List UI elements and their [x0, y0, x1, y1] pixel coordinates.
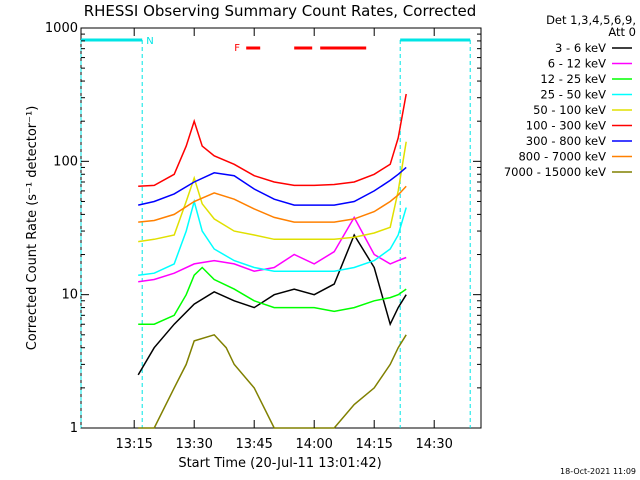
- x-tick-label: 13:30: [175, 437, 212, 452]
- plot-frame: [80, 27, 482, 429]
- legend-label: 50 - 100 keV: [533, 103, 606, 117]
- series-line: [138, 333, 407, 429]
- legend-item: 300 - 800 keV: [526, 134, 632, 148]
- x-tick-label: 14:15: [355, 437, 392, 452]
- y-tick-label: 10: [61, 288, 78, 303]
- x-tick-label: 13:45: [235, 437, 272, 452]
- x-tick-label: 14:00: [295, 437, 332, 452]
- series-line: [138, 166, 407, 206]
- night-label: N: [146, 36, 153, 47]
- plot-area: [80, 27, 482, 429]
- legend-item: 6 - 12 keV: [548, 57, 632, 71]
- chart-title: RHESSI Observing Summary Count Rates, Co…: [84, 2, 477, 20]
- y-tick-label: 1: [70, 421, 78, 436]
- series-line: [138, 215, 407, 283]
- legend-item: 3 - 6 keV: [555, 41, 632, 55]
- legend-label: 12 - 25 keV: [540, 72, 606, 86]
- legend-header: Det 1,3,4,5,6,9,: [546, 13, 636, 27]
- series-line: [138, 93, 407, 188]
- axis-ticks: 13:15 13:30 13:45 14:00 14:15 14:30 1 10 100 1000: [45, 21, 481, 452]
- legend-label: 100 - 300 keV: [526, 119, 606, 133]
- timestamp-label: 18-Oct-2021 11:09: [560, 467, 636, 476]
- x-tick-label: 14:30: [415, 437, 452, 452]
- series-line: [138, 198, 407, 276]
- night-interval: [399, 38, 471, 428]
- flare-indicators: F: [234, 43, 367, 54]
- legend-item: 25 - 50 keV: [540, 88, 632, 102]
- legend-item: 7000 - 15000 keV: [504, 165, 632, 179]
- legend-label: 3 - 6 keV: [555, 41, 606, 55]
- x-tick-label: 13:15: [115, 437, 152, 452]
- legend: Det 1,3,4,5,6,9,Att 03 - 6 keV 6 - 12 keV…: [504, 13, 636, 179]
- legend-label: 300 - 800 keV: [526, 134, 606, 148]
- legend-label: 6 - 12 keV: [548, 57, 606, 71]
- series-line: [137, 233, 407, 376]
- legend-item: 800 - 7000 keV: [518, 150, 632, 164]
- series-line: [138, 266, 407, 325]
- flare-label: F: [234, 43, 240, 54]
- night-interval: [80, 38, 143, 428]
- x-axis-label: Start Time (20-Jul-11 13:01:42): [178, 456, 381, 471]
- legend-item: 50 - 100 keV: [533, 103, 632, 117]
- y-tick-label: 100: [53, 154, 78, 169]
- legend-label: 800 - 7000 keV: [518, 150, 606, 164]
- legend-item: 100 - 300 keV: [526, 119, 632, 133]
- legend-label: 25 - 50 keV: [540, 88, 606, 102]
- y-tick-label: 1000: [45, 21, 78, 36]
- y-axis-label: Corrected Count Rate (s⁻¹ detector⁻¹): [25, 106, 40, 351]
- legend-label: 7000 - 15000 keV: [504, 165, 606, 179]
- legend-item: 12 - 25 keV: [540, 72, 632, 86]
- series-line: [138, 185, 407, 223]
- series-lines: [137, 93, 407, 429]
- legend-header: Att 0: [608, 25, 636, 39]
- night-indicators: N: [80, 36, 471, 428]
